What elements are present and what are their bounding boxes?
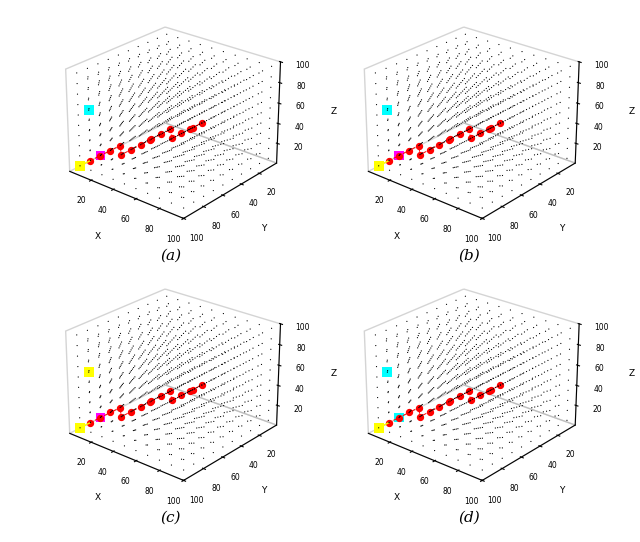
X-axis label: X: X — [394, 494, 399, 502]
X-axis label: X: X — [95, 231, 101, 241]
X-axis label: X: X — [95, 494, 101, 502]
Y-axis label: Y: Y — [261, 486, 266, 495]
Text: (a): (a) — [160, 248, 181, 262]
Text: (c): (c) — [161, 510, 181, 524]
Text: (b): (b) — [458, 248, 480, 262]
Y-axis label: Y: Y — [559, 224, 565, 233]
X-axis label: X: X — [394, 231, 399, 241]
Y-axis label: Y: Y — [261, 224, 266, 233]
Y-axis label: Y: Y — [559, 486, 565, 495]
Text: (d): (d) — [458, 510, 480, 524]
